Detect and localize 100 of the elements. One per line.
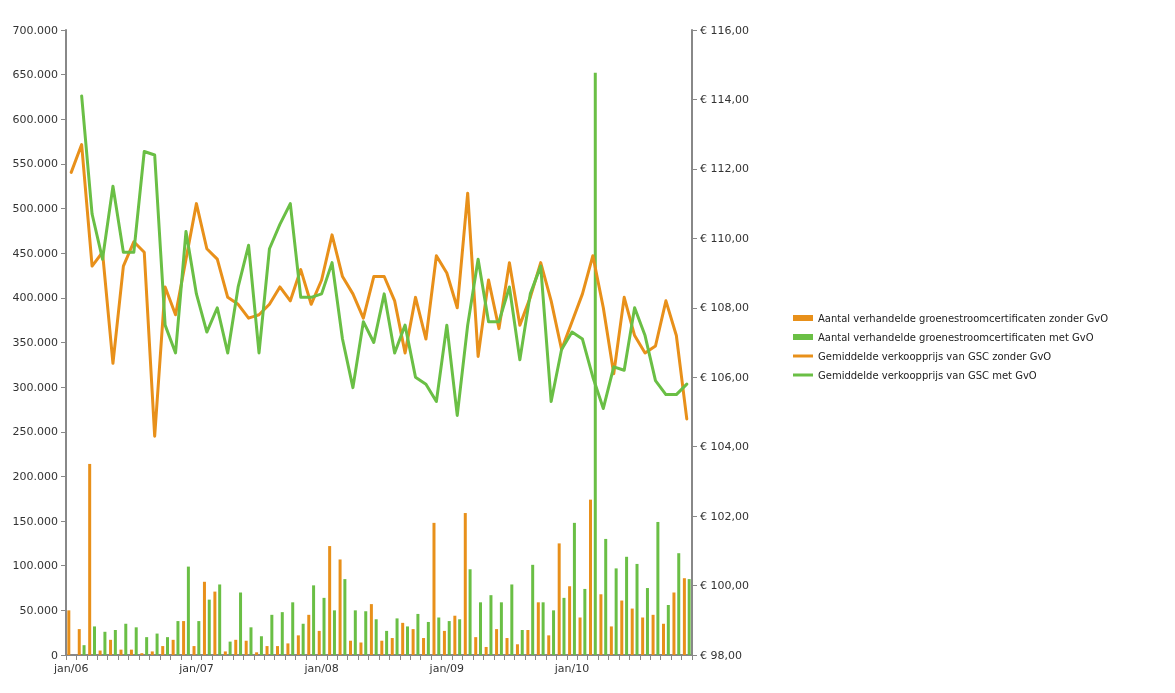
bar xyxy=(645,588,649,655)
bar xyxy=(349,640,353,655)
y-tick-label: 700.000 xyxy=(12,23,58,37)
bar xyxy=(479,602,483,655)
bar xyxy=(374,619,378,655)
bar xyxy=(213,591,217,655)
bar xyxy=(463,513,467,655)
y-tick-label: 200.000 xyxy=(12,469,58,483)
bar xyxy=(531,564,535,655)
bar xyxy=(651,614,655,655)
bar xyxy=(176,621,180,655)
bar xyxy=(682,578,686,655)
bar xyxy=(468,569,472,655)
bar xyxy=(489,595,493,655)
bar xyxy=(426,621,430,655)
bar xyxy=(328,546,332,655)
legend-label: Aantal verhandelde groenestroomcertificaten zonder GvO xyxy=(818,312,1109,324)
legend-label: Gemiddelde verkoopprijs van GSC zonder GvO xyxy=(818,350,1052,362)
bar xyxy=(541,602,545,655)
bar xyxy=(395,618,399,655)
bar xyxy=(244,640,248,655)
bar xyxy=(588,499,592,655)
bar xyxy=(134,627,138,655)
bar xyxy=(192,646,196,655)
y-tick-label: 150.000 xyxy=(12,514,58,528)
legend-label: Aantal verhandelde groenestroomcertificaten met GvO xyxy=(818,331,1094,343)
bar xyxy=(515,644,519,655)
bar xyxy=(625,556,629,655)
bar xyxy=(82,645,86,655)
bar xyxy=(432,522,436,655)
bar xyxy=(155,633,159,655)
y-tick-label: 550.000 xyxy=(12,157,58,171)
bar xyxy=(129,649,133,655)
bar xyxy=(109,639,113,655)
bar xyxy=(583,588,587,655)
x-tick-label: jan/07 xyxy=(178,662,214,675)
bar xyxy=(223,651,227,655)
y-tick-label: 100.000 xyxy=(12,559,58,573)
bar xyxy=(359,642,363,655)
bar xyxy=(265,646,269,655)
bar xyxy=(301,623,305,655)
bar xyxy=(614,568,618,655)
bar xyxy=(161,646,165,655)
bar xyxy=(369,604,373,655)
y-tick-label: 350.000 xyxy=(12,336,58,349)
bar xyxy=(401,622,405,655)
bar xyxy=(296,635,300,655)
bar xyxy=(182,621,186,655)
bar xyxy=(119,649,123,655)
bar xyxy=(630,608,634,655)
bar xyxy=(234,639,238,655)
y2-tick-label: € 114,00 xyxy=(700,92,749,106)
bar xyxy=(92,626,96,655)
bar xyxy=(275,646,279,655)
y2-tick-label: € 100,00 xyxy=(700,579,749,593)
bar xyxy=(474,637,478,655)
bar xyxy=(442,630,446,655)
bar xyxy=(67,610,71,655)
line-series xyxy=(69,143,689,438)
bar xyxy=(536,602,540,655)
bar xyxy=(332,610,336,655)
bar xyxy=(447,621,451,655)
bar xyxy=(499,602,503,655)
bar xyxy=(286,643,290,655)
bar xyxy=(390,638,394,655)
bar xyxy=(255,652,259,655)
y2-tick-label: € 106,00 xyxy=(700,370,749,384)
bar xyxy=(280,612,284,655)
bar xyxy=(620,600,624,655)
y2-tick-label: € 110,00 xyxy=(700,231,749,245)
y-tick-label: 500.000 xyxy=(12,202,58,216)
bar xyxy=(666,605,670,655)
bar xyxy=(557,543,561,655)
bar xyxy=(385,630,389,655)
bar xyxy=(405,626,409,655)
y-tick-label: 450.000 xyxy=(12,246,58,260)
bar xyxy=(547,635,551,655)
bar xyxy=(572,522,576,655)
bar xyxy=(520,630,524,655)
bar xyxy=(166,637,170,655)
bar xyxy=(568,586,572,655)
x-tick-label: jan/10 xyxy=(553,662,590,675)
bar xyxy=(77,629,81,655)
x-tick-label: jan/06 xyxy=(52,662,89,675)
y-tick-label: 600.000 xyxy=(12,112,58,126)
bar xyxy=(677,553,681,655)
bar xyxy=(88,463,92,655)
bar xyxy=(207,599,211,655)
y2-tick-label: € 112,00 xyxy=(700,162,749,176)
bar xyxy=(416,613,420,655)
bar xyxy=(687,579,691,655)
bar xyxy=(641,617,645,655)
bar xyxy=(380,640,384,655)
bar xyxy=(343,579,347,655)
bar xyxy=(186,566,190,655)
bar xyxy=(103,631,107,655)
bar xyxy=(124,623,128,655)
x-tick-label: jan/08 xyxy=(303,662,339,675)
y2-tick-label: € 108,00 xyxy=(700,301,749,315)
bar xyxy=(322,597,326,655)
